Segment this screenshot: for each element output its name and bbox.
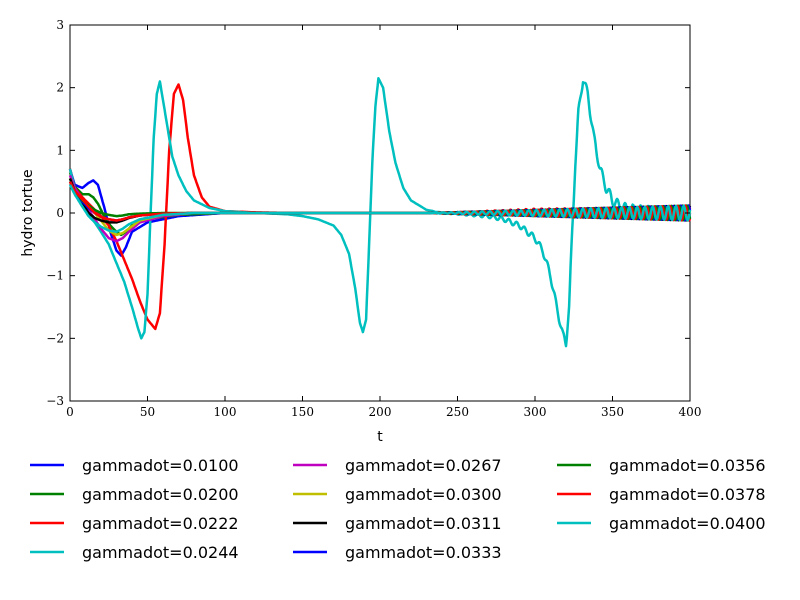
legend-label: gammadot=0.0267 bbox=[345, 456, 502, 475]
legend-label: gammadot=0.0100 bbox=[82, 456, 239, 475]
y-tick-label: −1 bbox=[46, 269, 64, 283]
x-tick-label: 100 bbox=[214, 405, 237, 419]
x-tick-label: 200 bbox=[369, 405, 392, 419]
x-tick-label: 400 bbox=[679, 405, 702, 419]
legend-label: gammadot=0.0378 bbox=[609, 485, 766, 504]
legend-label: gammadot=0.0222 bbox=[82, 514, 239, 533]
plot-area: 0 50 100 150 200 250 300 350 400 −3 −2 −1 0 1 2 3 bbox=[46, 18, 701, 419]
ticks-group: 0 50 100 150 200 250 300 350 400 −3 −2 −1 0 1 2 3 bbox=[46, 18, 701, 419]
x-tick-label: 350 bbox=[601, 405, 624, 419]
x-tick-label: 300 bbox=[524, 405, 547, 419]
y-tick-label: −2 bbox=[46, 331, 64, 345]
x-axis-label: t bbox=[377, 429, 383, 445]
y-tick-label: 0 bbox=[56, 206, 64, 220]
legend-label: gammadot=0.0311 bbox=[345, 514, 502, 533]
legend-label: gammadot=0.0244 bbox=[82, 543, 239, 562]
y-axis-label: hydro tortue bbox=[20, 169, 36, 256]
y-tick-label: 2 bbox=[56, 81, 64, 95]
x-tick-label: 250 bbox=[446, 405, 469, 419]
legend-label: gammadot=0.0300 bbox=[345, 485, 502, 504]
legend-label: gammadot=0.0200 bbox=[82, 485, 239, 504]
y-tick-label: −3 bbox=[46, 394, 64, 408]
legend: gammadot=0.0100 gammadot=0.0200 gammadot=0… bbox=[30, 456, 766, 562]
legend-label: gammadot=0.0356 bbox=[609, 456, 766, 475]
legend-label: gammadot=0.0333 bbox=[345, 543, 502, 562]
x-tick-label: 0 bbox=[66, 405, 74, 419]
series-line bbox=[68, 184, 692, 234]
y-tick-label: 1 bbox=[56, 143, 64, 157]
series-line bbox=[68, 77, 692, 348]
x-tick-label: 150 bbox=[291, 405, 314, 419]
series-group bbox=[68, 77, 692, 348]
x-tick-label: 50 bbox=[140, 405, 155, 419]
y-tick-label: 3 bbox=[56, 18, 64, 32]
legend-label: gammadot=0.0400 bbox=[609, 514, 766, 533]
